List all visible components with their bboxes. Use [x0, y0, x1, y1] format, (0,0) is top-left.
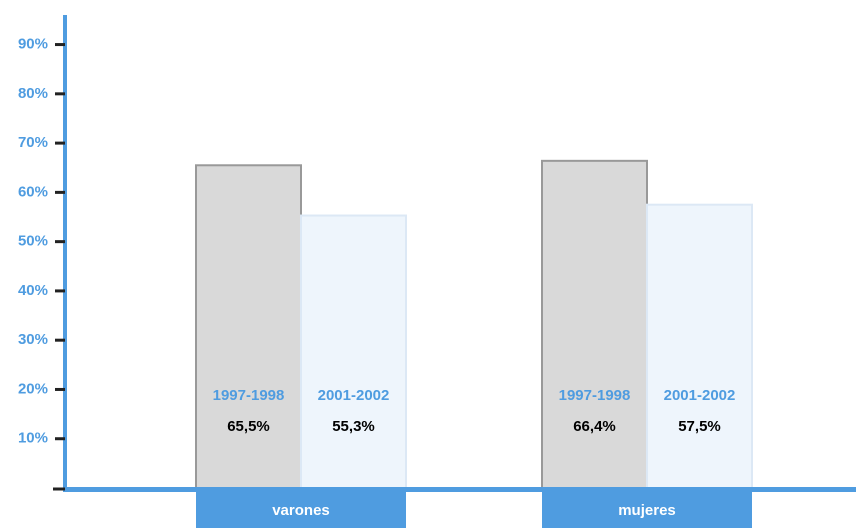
category-box: [196, 492, 406, 528]
x-tick-label: mujeres: [618, 502, 676, 519]
y-axis: [63, 15, 67, 492]
y-tick-label: 60%: [18, 183, 48, 200]
value-label: 57,5%: [678, 418, 721, 435]
value-label: 55,3%: [332, 418, 375, 435]
bar: [646, 203, 753, 489]
y-tick-label: 80%: [18, 85, 48, 102]
y-tick-label: 70%: [18, 134, 48, 151]
y-tick-label: 90%: [18, 36, 48, 53]
x-tick-label: varones: [272, 502, 330, 519]
category-box: [542, 492, 752, 528]
value-label: 65,5%: [227, 418, 270, 435]
y-tick-label: 50%: [18, 233, 48, 250]
y-tick-label: 30%: [18, 331, 48, 348]
series-label: 1997-1998: [559, 387, 631, 404]
series-label: 2001-2002: [664, 387, 736, 404]
value-label: 66,4%: [573, 418, 616, 435]
y-tick-label: 10%: [18, 430, 48, 447]
x-axis: [63, 487, 856, 492]
bar: [195, 164, 302, 490]
y-tick-label: 20%: [18, 380, 48, 397]
series-label: 2001-2002: [318, 387, 390, 404]
series-label: 1997-1998: [213, 387, 285, 404]
bar: [541, 159, 648, 489]
bar: [300, 214, 407, 489]
y-tick-label: 40%: [18, 282, 48, 299]
